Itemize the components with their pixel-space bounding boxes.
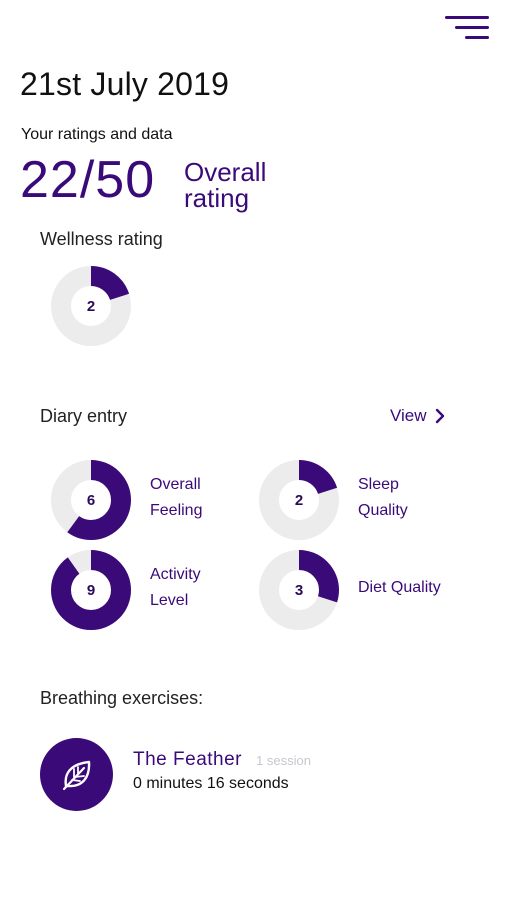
donut-fill [51,550,131,630]
overall-rating-label: Overall rating [184,157,267,213]
activity-level-value: 9 [86,581,96,599]
sleep-quality-donut: 2 [259,460,339,540]
diet-quality-label: Diet Quality [358,579,441,596]
overall-feeling-value: 6 [86,491,96,509]
diary-title: Diary entry [40,406,128,426]
view-label: View [390,406,427,425]
donut-fill [51,460,131,540]
donut-fill [51,266,131,346]
exercise-item-the-feather[interactable]: The Feather 1 session 0 minutes 16 secon… [40,738,460,812]
overall-feeling-label: Overall Feeling [150,476,203,519]
diet-quality-value: 3 [294,581,304,599]
sleep-quality-label: Sleep Quality [358,476,408,519]
chevron-right-icon [435,408,444,424]
ratings-subtitle: Your ratings and data [21,126,173,143]
donut-fill [259,460,339,540]
exercise-badge [40,738,113,811]
exercise-sessions: 1 session [256,753,311,768]
leaf-icon [62,760,90,790]
menu-icon[interactable] [445,14,493,42]
breathing-title: Breathing exercises: [40,688,204,708]
activity-level-label: Activity Level [150,566,201,609]
overall-score: 22/50 [20,151,156,209]
wellness-value: 2 [86,297,96,315]
donut-fill [259,550,339,630]
view-diary-link[interactable]: View [390,406,445,426]
exercise-name: The Feather [133,749,242,770]
wellness-donut: 2 [51,266,131,346]
overall-feeling-donut: 6 [51,460,131,540]
wellness-title: Wellness rating [40,229,163,249]
exercise-duration: 0 minutes 16 seconds [133,775,289,792]
page-date: 21st July 2019 [20,66,230,102]
activity-level-donut: 9 [51,550,131,630]
diet-quality-donut: 3 [259,550,339,630]
sleep-quality-value: 2 [294,491,304,509]
